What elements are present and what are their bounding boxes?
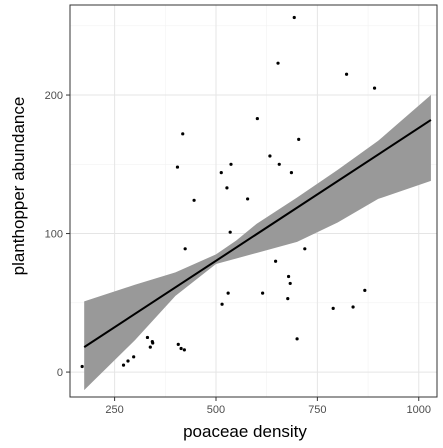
- data-point: [121, 363, 126, 367]
- data-point: [183, 247, 187, 251]
- data-point: [175, 165, 180, 169]
- y-tick-label: 200: [45, 90, 63, 102]
- data-point: [297, 137, 301, 141]
- y-tick-label: 0: [57, 367, 63, 379]
- data-point: [228, 230, 232, 234]
- data-point: [274, 259, 278, 263]
- y-tick-label: 100: [45, 229, 63, 241]
- data-point: [176, 342, 180, 346]
- data-point: [219, 171, 223, 175]
- data-point: [225, 186, 229, 190]
- regression-line-path: [83, 119, 432, 348]
- x-tick-label: 1000: [407, 404, 431, 416]
- data-point: [151, 341, 155, 345]
- data-point: [192, 198, 196, 202]
- y-axis-title: planthopper abundance: [9, 97, 28, 276]
- confidence-band: [84, 95, 431, 391]
- confidence-band-area: [84, 95, 431, 391]
- data-point: [145, 335, 150, 340]
- regression-line: [83, 119, 432, 348]
- data-point: [261, 291, 265, 295]
- data-point: [351, 305, 355, 309]
- data-point: [286, 274, 291, 279]
- panel-border: [69, 4, 438, 398]
- data-point: [132, 355, 136, 359]
- data-point: [288, 281, 292, 286]
- y-axis-ticks: 0 100 200: [45, 90, 70, 379]
- data-point: [126, 359, 130, 363]
- data-point: [292, 15, 296, 20]
- data-point: [303, 247, 307, 251]
- data-point: [255, 116, 259, 121]
- data-point: [344, 72, 349, 76]
- x-tick-label: 750: [308, 404, 326, 416]
- data-point: [276, 61, 280, 65]
- data-point: [286, 297, 290, 301]
- data-point: [229, 162, 233, 166]
- data-points: [80, 15, 377, 369]
- data-point: [295, 337, 299, 341]
- data-point: [182, 348, 186, 352]
- data-point: [289, 171, 294, 175]
- data-point: [372, 86, 377, 90]
- data-point: [80, 364, 84, 369]
- data-point: [268, 154, 272, 158]
- data-point: [226, 291, 230, 295]
- x-axis-title: poaceae density: [183, 422, 307, 441]
- data-point: [148, 345, 152, 349]
- data-point: [246, 197, 250, 201]
- data-point: [363, 288, 367, 292]
- x-tick-label: 500: [207, 404, 225, 416]
- data-point: [181, 132, 185, 136]
- data-point: [220, 302, 224, 306]
- data-point: [277, 162, 281, 166]
- x-tick-label: 250: [105, 404, 123, 416]
- panel-border-rect: [69, 4, 438, 398]
- data-point: [179, 346, 183, 351]
- data-point: [331, 306, 335, 310]
- x-axis-ticks: 250 500 750 1000: [105, 397, 431, 416]
